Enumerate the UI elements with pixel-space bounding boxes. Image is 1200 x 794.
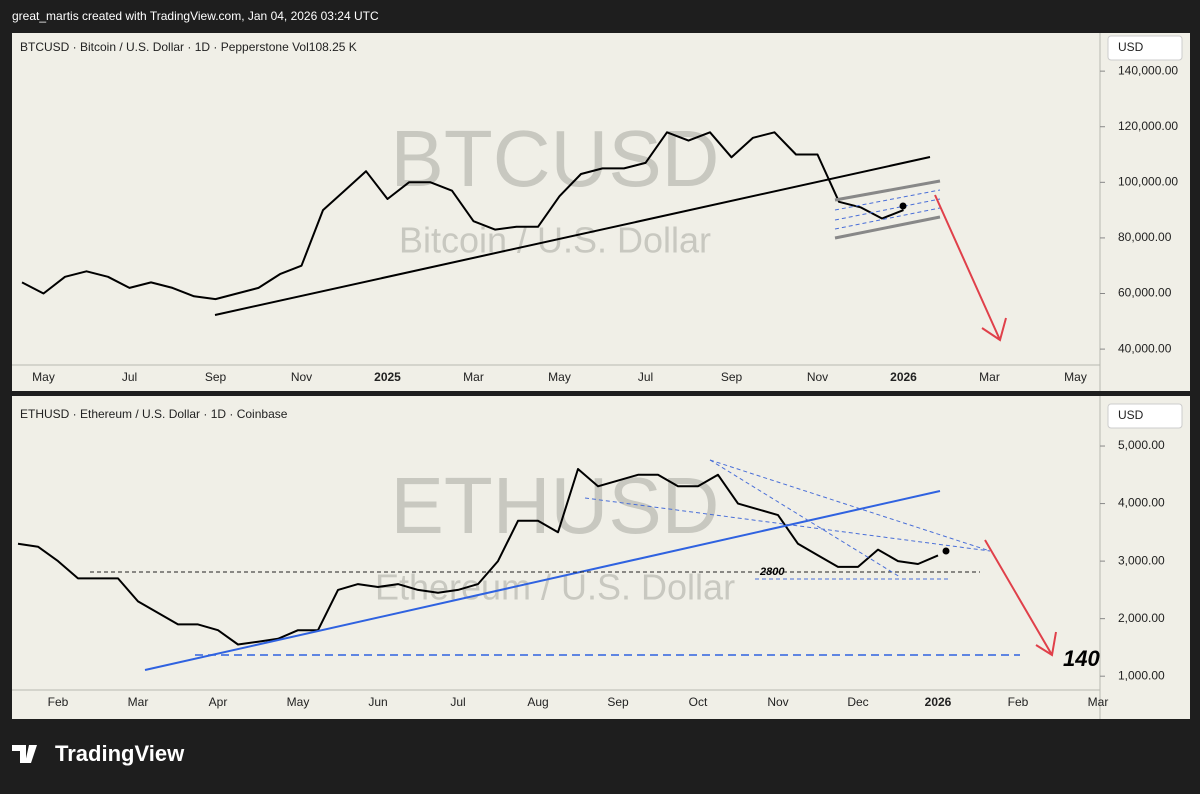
x-tick-label: Nov bbox=[767, 695, 788, 709]
header-text: great_martis created with TradingView.co… bbox=[12, 9, 379, 23]
annotation: 2800 bbox=[759, 566, 785, 578]
y-tick-label: 5,000.00 bbox=[1118, 438, 1165, 452]
watermark-subtitle: Ethereum / U.S. Dollar bbox=[375, 567, 735, 608]
btc-drawings bbox=[214, 156, 1007, 342]
x-tick-label: May bbox=[287, 695, 310, 709]
x-tick-label: May bbox=[1064, 370, 1087, 384]
panel bbox=[12, 33, 1190, 391]
price-line bbox=[21, 131, 904, 301]
x-tick-label: Sep bbox=[205, 370, 227, 384]
x-tick-label: Feb bbox=[1008, 695, 1029, 709]
y-tick-label: 2,000.00 bbox=[1118, 611, 1165, 625]
x-tick-label: Mar bbox=[128, 695, 149, 709]
logo-icon bbox=[29, 746, 35, 752]
x-tick-label: Apr bbox=[209, 695, 228, 709]
channel-line bbox=[834, 198, 941, 221]
y-tick-label: 3,000.00 bbox=[1118, 553, 1165, 567]
arrow bbox=[934, 194, 1007, 342]
chart-title: ETHUSD · Ethereum / U.S. Dollar · 1D · C… bbox=[20, 407, 288, 421]
y-tick-label: 60,000.00 bbox=[1118, 286, 1172, 300]
wedge-line bbox=[709, 459, 991, 552]
channel-line bbox=[834, 207, 941, 230]
wedge-line bbox=[584, 497, 991, 552]
y-tick-label: 40,000.00 bbox=[1118, 341, 1172, 355]
y-tick-label: 140,000.00 bbox=[1118, 63, 1178, 77]
trendline bbox=[144, 490, 941, 671]
x-tick-label: 2026 bbox=[925, 695, 952, 709]
x-tick-label: Jul bbox=[638, 370, 653, 384]
unit-label: USD bbox=[1118, 408, 1144, 422]
unit-label: USD bbox=[1118, 40, 1144, 54]
last-point bbox=[899, 202, 907, 210]
charts: BTCUSDBitcoin / U.S. DollarBTCUSD · Bitc… bbox=[17, 35, 1183, 709]
trendline bbox=[214, 156, 931, 316]
x-tick-label: Nov bbox=[807, 370, 828, 384]
y-tick-label: 80,000.00 bbox=[1118, 230, 1172, 244]
wedge-line bbox=[709, 459, 901, 578]
x-tick-label: Sep bbox=[721, 370, 743, 384]
y-tick-label: 100,000.00 bbox=[1118, 174, 1178, 188]
eth-drawings: 2800 140 bbox=[90, 459, 1100, 671]
x-tick-label: Jun bbox=[368, 695, 387, 709]
x-tick-label: Jul bbox=[450, 695, 465, 709]
last-point bbox=[942, 547, 950, 555]
x-tick-label: Nov bbox=[291, 370, 312, 384]
y-tick-label: 1,000.00 bbox=[1118, 668, 1165, 682]
annotation: 140 bbox=[1063, 646, 1100, 671]
x-tick-label: Dec bbox=[847, 695, 868, 709]
channel-line bbox=[834, 215, 941, 240]
y-tick-label: 120,000.00 bbox=[1118, 119, 1178, 133]
panel bbox=[12, 396, 1190, 719]
x-tick-label: Aug bbox=[527, 695, 548, 709]
watermark: ETHUSD bbox=[391, 461, 720, 550]
arrow bbox=[984, 539, 1057, 657]
watermark: BTCUSD bbox=[391, 114, 720, 203]
chart-title: BTCUSD · Bitcoin / U.S. Dollar · 1D · Pe… bbox=[20, 40, 357, 54]
x-tick-label: 2025 bbox=[374, 370, 401, 384]
unit-box bbox=[1107, 403, 1183, 429]
x-tick-label: Oct bbox=[689, 695, 708, 709]
y-tick-label: 4,000.00 bbox=[1118, 496, 1165, 510]
x-tick-label: Jul bbox=[122, 370, 137, 384]
price-line bbox=[17, 468, 939, 646]
x-tick-label: May bbox=[32, 370, 55, 384]
x-tick-label: May bbox=[548, 370, 571, 384]
logo-text: TradingView bbox=[55, 741, 185, 766]
x-tick-label: Sep bbox=[607, 695, 629, 709]
x-tick-label: Mar bbox=[463, 370, 484, 384]
x-tick-label: Feb bbox=[48, 695, 69, 709]
channel-line bbox=[834, 179, 941, 202]
x-tick-label: Mar bbox=[979, 370, 1000, 384]
footer-logo: TradingView bbox=[12, 741, 185, 766]
unit-box bbox=[1107, 35, 1183, 61]
channel-line bbox=[834, 189, 941, 211]
x-tick-label: 2026 bbox=[890, 370, 917, 384]
x-tick-label: Mar bbox=[1088, 695, 1109, 709]
